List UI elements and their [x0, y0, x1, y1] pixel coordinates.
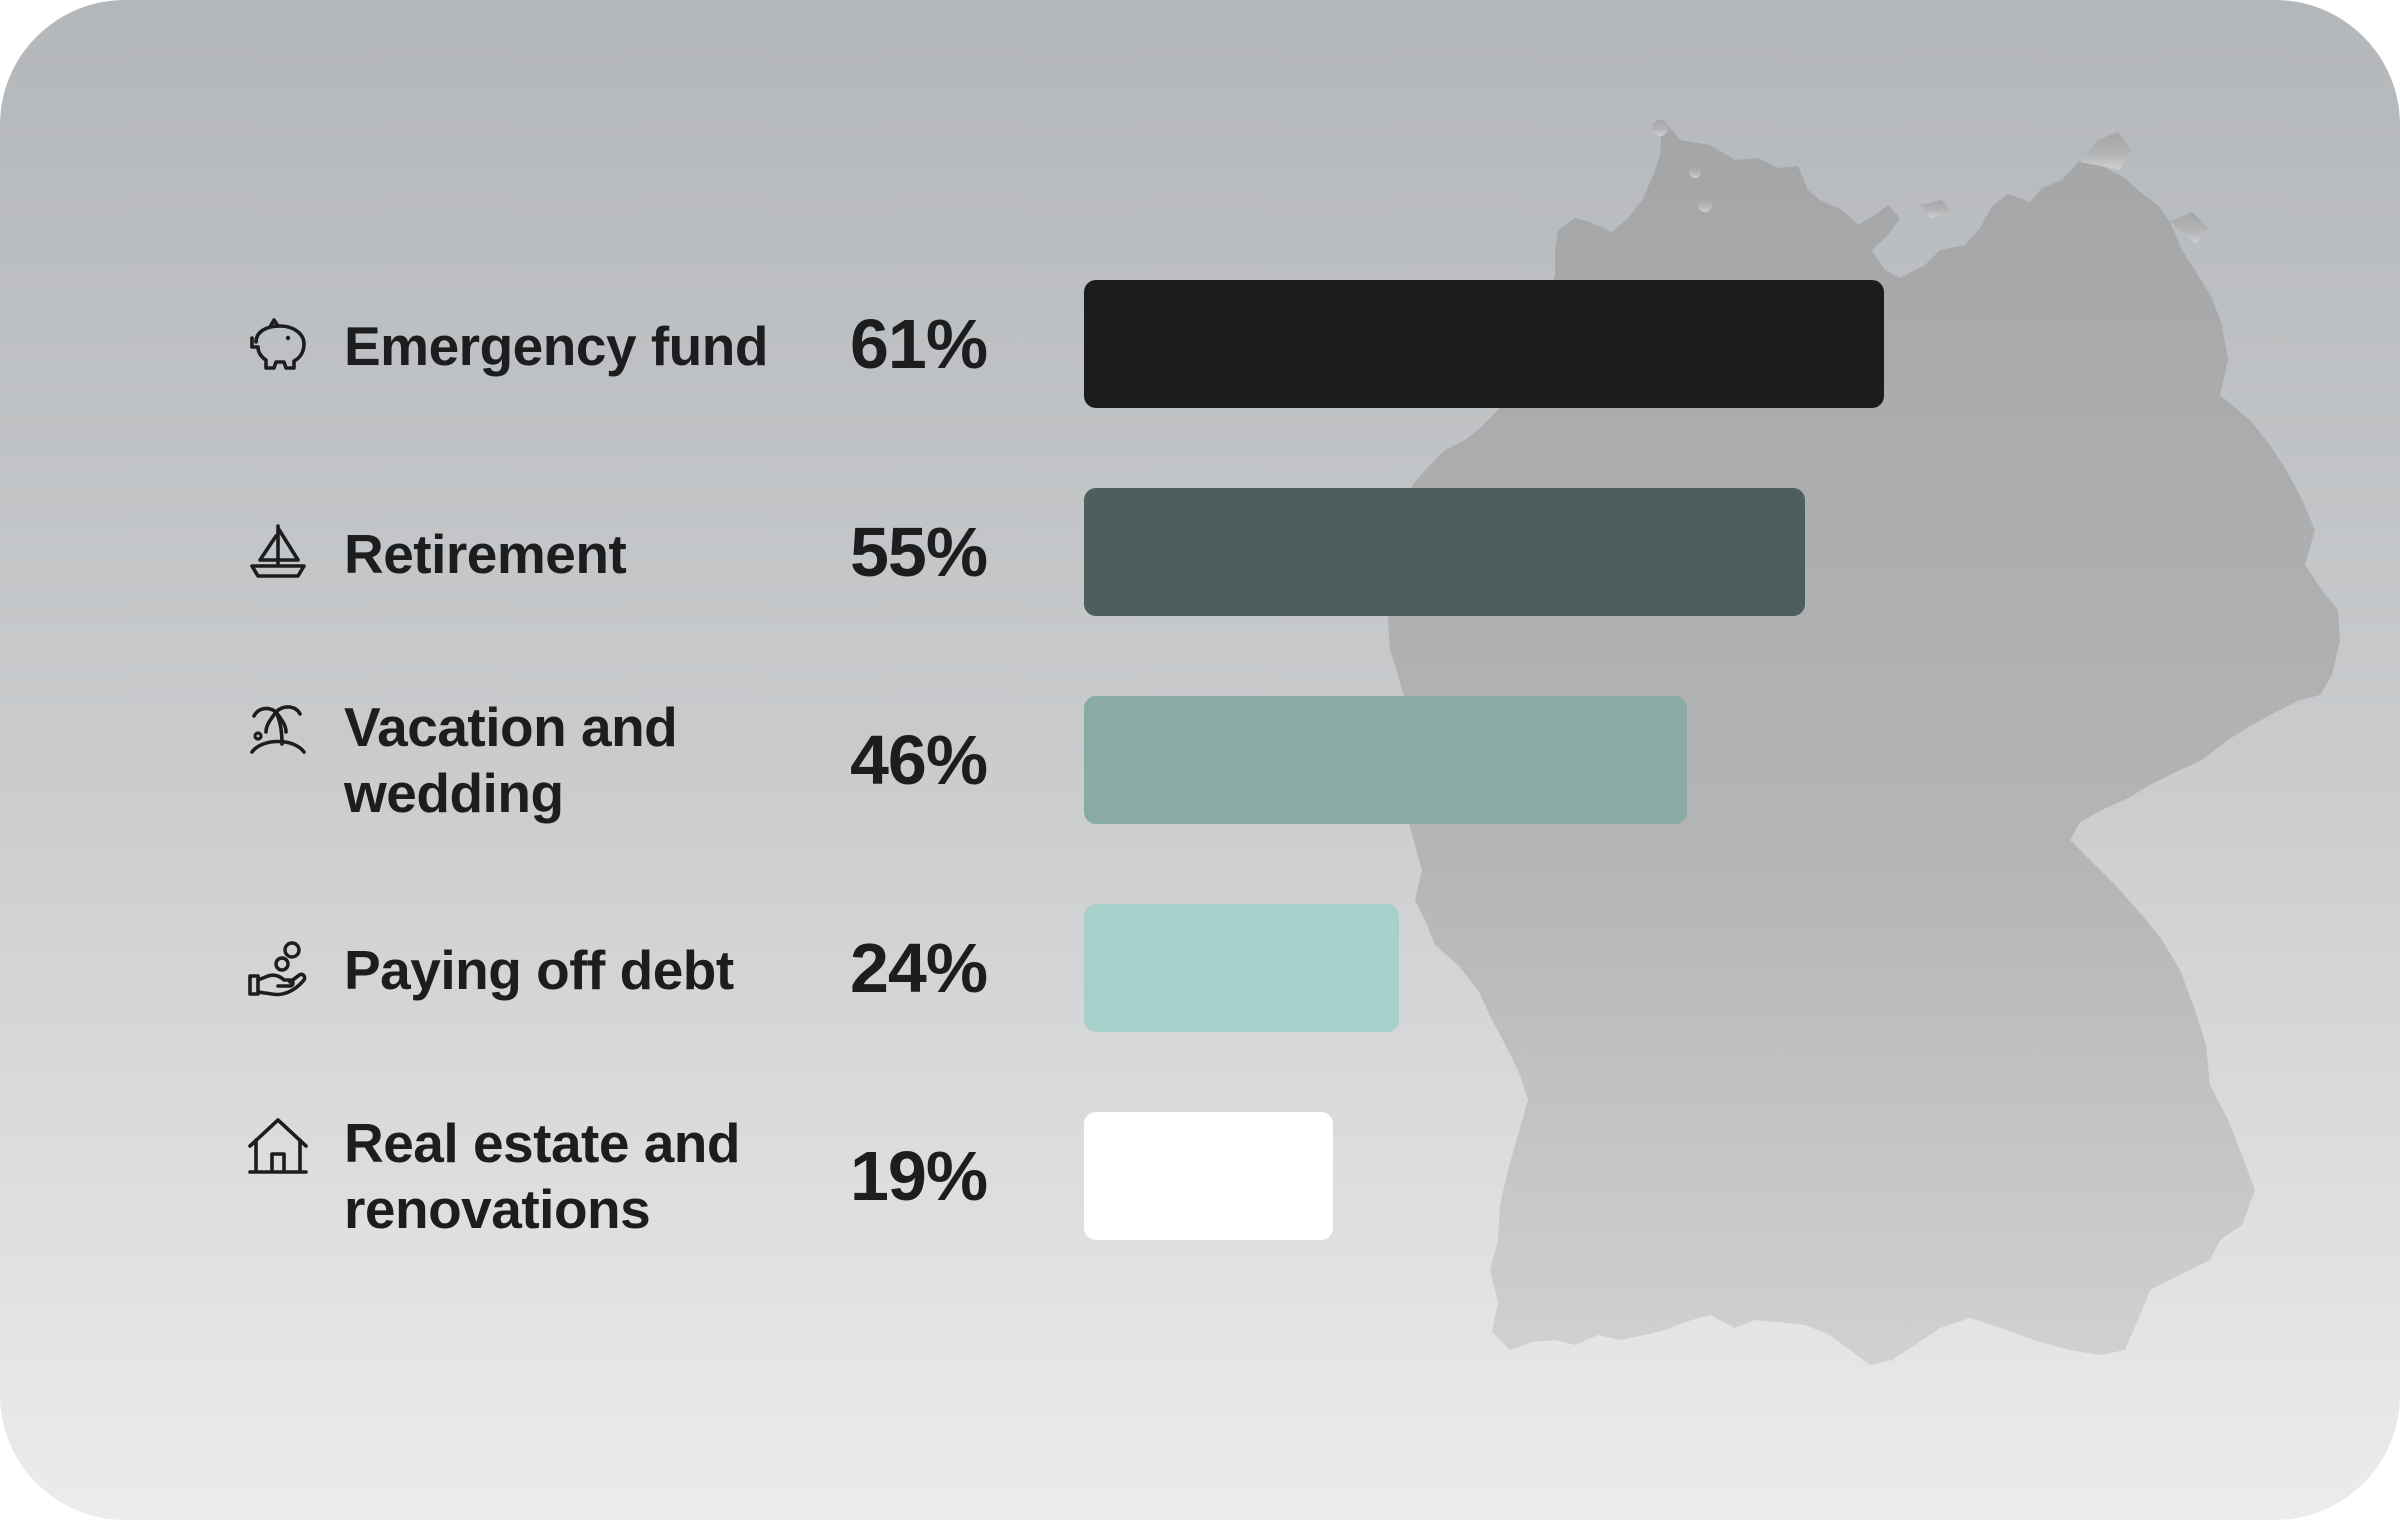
bar — [1084, 488, 1806, 616]
bar-row: Real estate and renovations 19% — [0, 1112, 2400, 1240]
bar — [1084, 696, 1688, 824]
bar-row: Emergency fund 61% — [0, 280, 2400, 408]
sailboat-icon — [250, 524, 306, 578]
category-label: Vacation and wedding — [344, 696, 678, 824]
category-label: Retirement — [344, 523, 627, 585]
palm-island-icon — [250, 705, 306, 754]
house-icon — [248, 1118, 308, 1174]
bar — [1084, 280, 1884, 408]
value-label: 55% — [850, 513, 988, 591]
hand-coins-icon — [248, 941, 307, 997]
value-label: 61% — [850, 305, 988, 383]
piggy-bank-icon — [250, 318, 306, 370]
bar-row: Retirement 55% — [0, 488, 2400, 616]
value-label: 19% — [850, 1137, 988, 1215]
bar-row: Vacation and wedding 46% — [0, 696, 2400, 824]
bar-row: Paying off debt 24% — [0, 904, 2400, 1032]
value-label: 46% — [850, 721, 988, 799]
bar — [1084, 1112, 1334, 1240]
germany-map-background — [1388, 118, 2340, 1365]
category-label: Emergency fund — [344, 315, 768, 377]
value-label: 24% — [850, 929, 988, 1007]
bar — [1084, 904, 1399, 1032]
category-label: Paying off debt — [344, 939, 734, 1001]
category-label: Real estate and renovations — [344, 1112, 741, 1240]
